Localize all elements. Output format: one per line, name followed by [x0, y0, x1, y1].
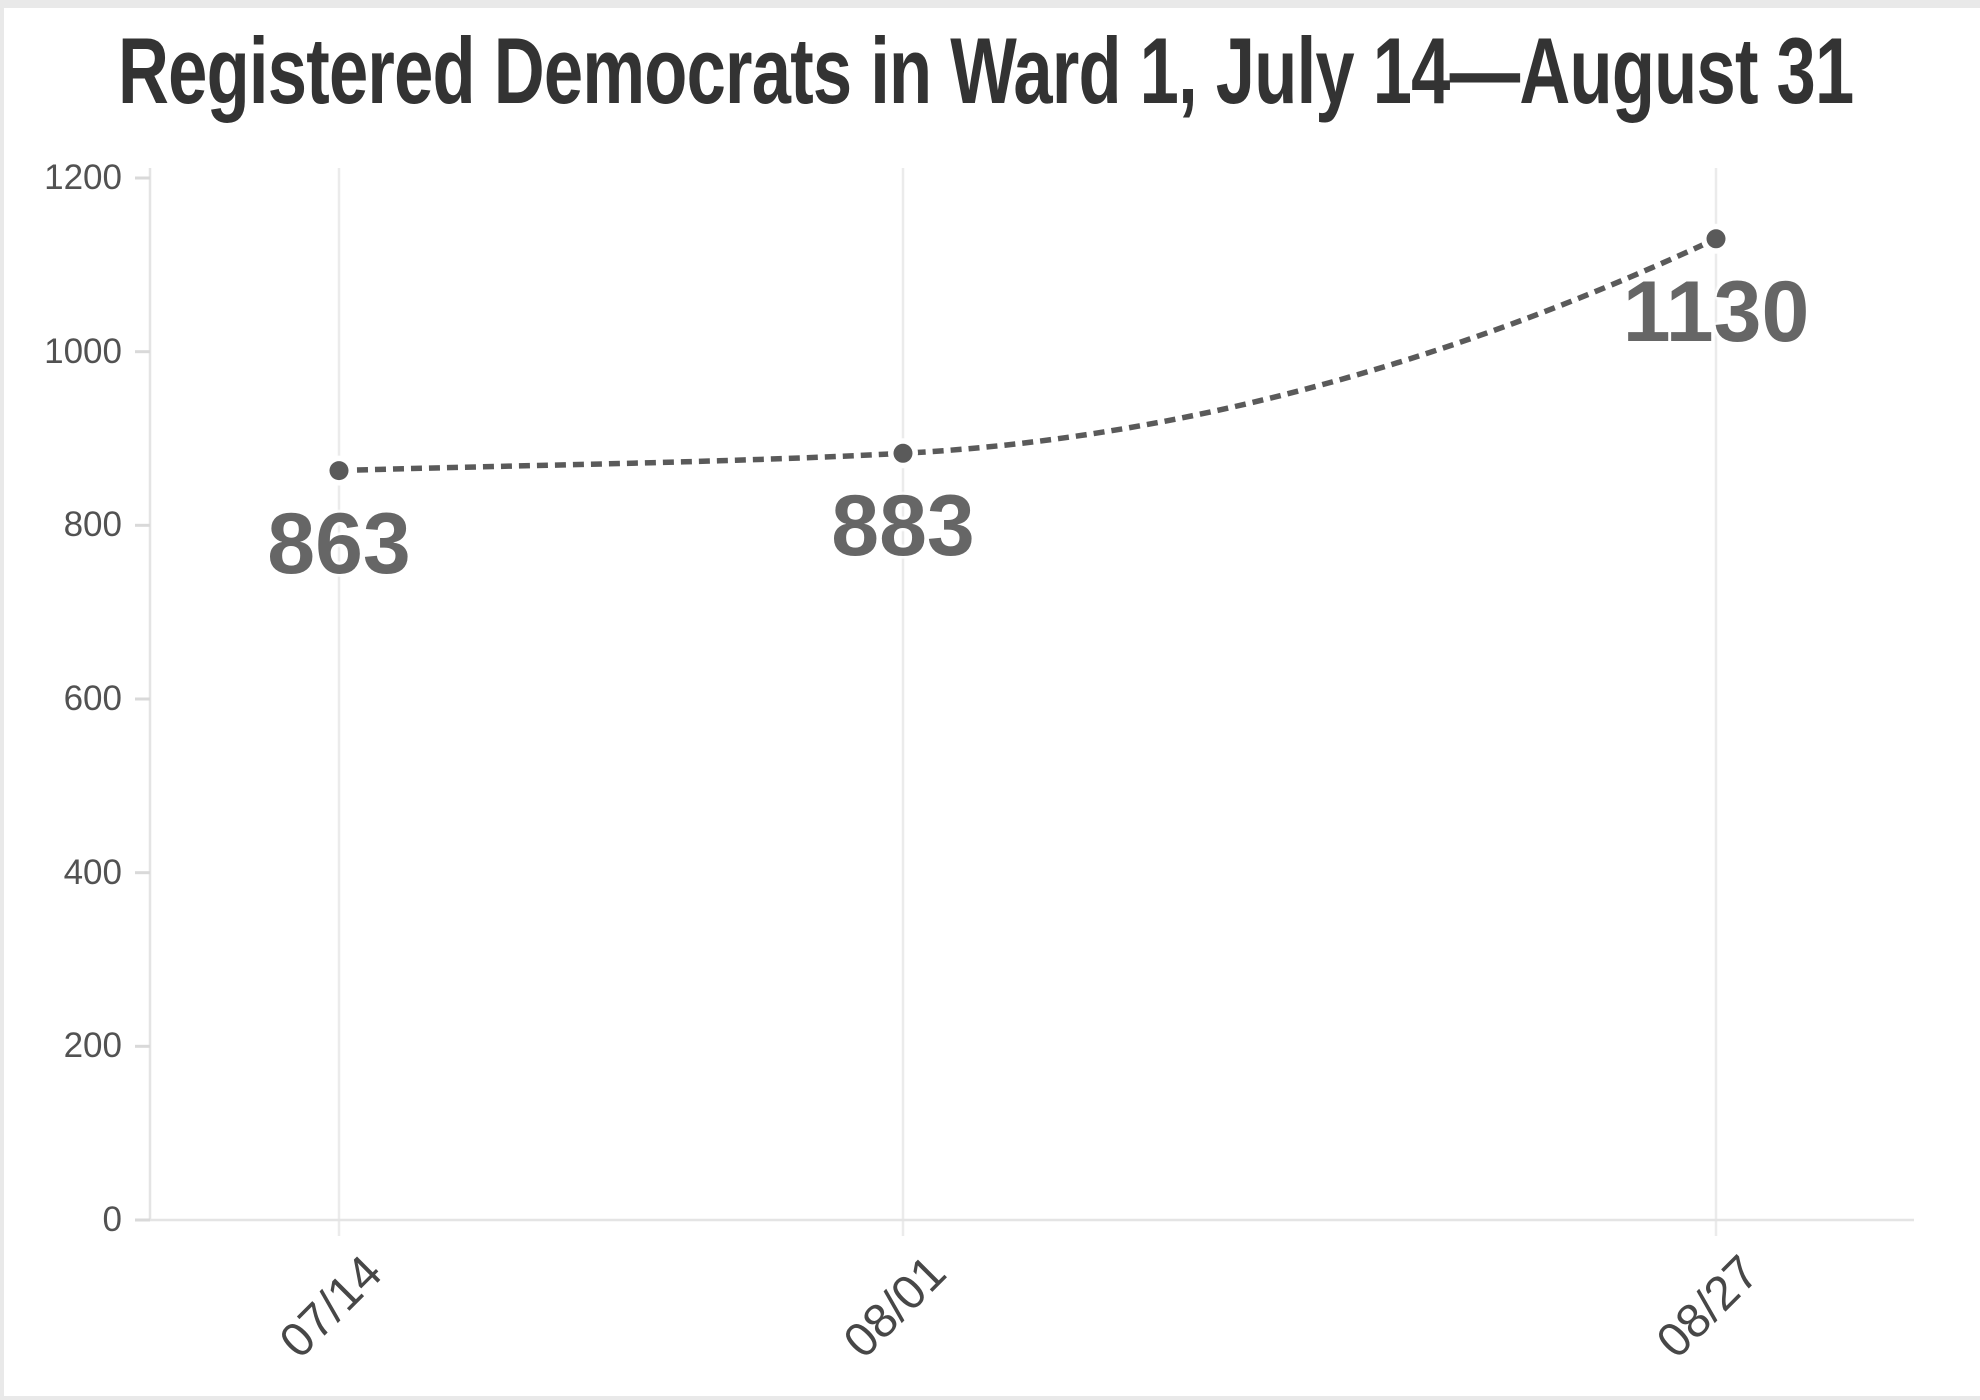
line-chart-svg	[135, 168, 1914, 1236]
y-axis-tick-label: 800	[63, 505, 122, 545]
y-axis-tick-label: 1200	[44, 158, 122, 197]
data-point-value-label: 863	[267, 495, 411, 592]
y-axis-tick-label: 200	[63, 1026, 122, 1066]
y-axis-tick-label: 600	[63, 679, 122, 718]
data-point	[893, 443, 913, 463]
y-axis-tick-label: 400	[63, 852, 122, 892]
data-point-value-label: 883	[831, 478, 975, 575]
data-point	[329, 461, 349, 481]
chart-card: Registered Democrats in Ward 1, July 14—…	[4, 8, 1980, 1396]
chart-title: Registered Democrats in Ward 1, July 14—…	[118, 18, 1854, 123]
y-axis-tick-label: 0	[102, 1200, 122, 1239]
data-point	[1706, 229, 1726, 249]
y-axis-tick-label: 1000	[44, 331, 122, 371]
trend-line-dashed	[338, 236, 1718, 474]
data-point-value-label: 1130	[1622, 263, 1810, 360]
